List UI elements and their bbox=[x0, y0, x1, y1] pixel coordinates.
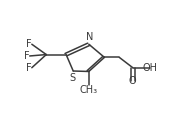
Text: F: F bbox=[24, 51, 30, 61]
Text: F: F bbox=[27, 63, 32, 73]
Text: F: F bbox=[27, 39, 32, 49]
Text: CH₃: CH₃ bbox=[80, 85, 98, 95]
Text: S: S bbox=[70, 73, 76, 83]
Text: N: N bbox=[86, 32, 93, 42]
Text: O: O bbox=[129, 76, 137, 86]
Text: OH: OH bbox=[142, 63, 157, 73]
